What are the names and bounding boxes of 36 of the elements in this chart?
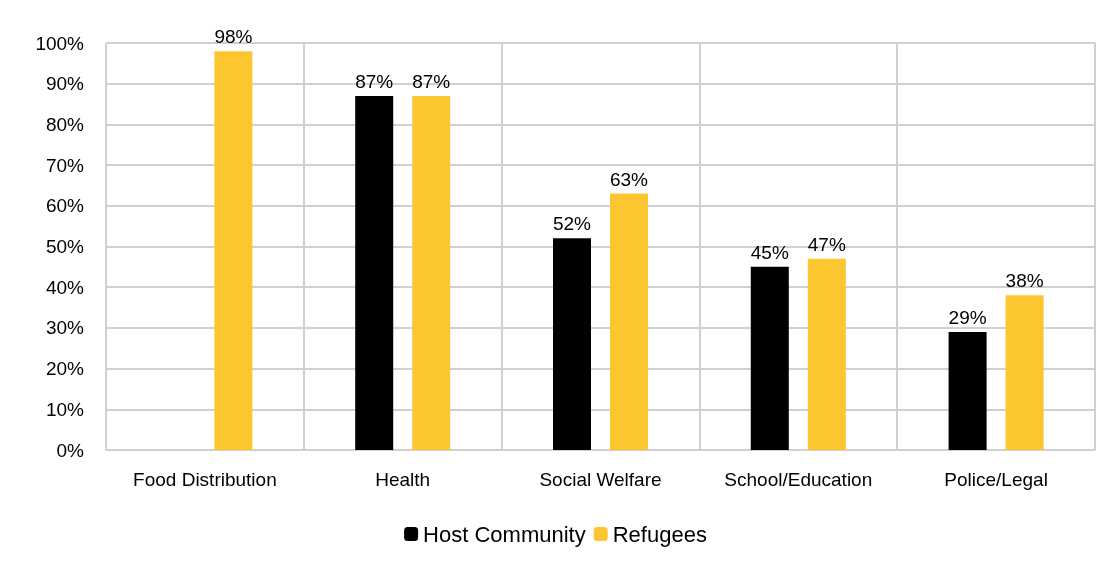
x-tick-label: Food Distribution xyxy=(133,469,277,490)
data-label: 45% xyxy=(750,241,789,263)
data-label: 63% xyxy=(609,168,649,190)
y-tick-label: 40% xyxy=(45,276,85,298)
y-tick-label: 10% xyxy=(45,398,85,420)
y-tick-label: 20% xyxy=(45,358,85,380)
y-tick-label: 60% xyxy=(45,195,85,217)
y-tick-label: 70% xyxy=(45,154,85,176)
legend-label: Host Community xyxy=(423,521,586,547)
bar xyxy=(1005,295,1044,450)
x-tick-label: Police/Legal xyxy=(944,469,1048,490)
x-tick-label: Health xyxy=(375,469,431,490)
bar xyxy=(948,331,987,450)
data-label: 87% xyxy=(355,70,394,92)
y-tick-label: 100% xyxy=(35,32,85,54)
bar xyxy=(750,266,789,450)
x-tick-label: School/Education xyxy=(724,469,873,490)
data-label: 87% xyxy=(412,70,451,92)
y-tick-label: 50% xyxy=(45,236,85,257)
bar xyxy=(214,51,253,450)
data-label: 98% xyxy=(214,26,253,48)
bar xyxy=(355,95,394,450)
data-label: 52% xyxy=(552,213,592,235)
bar xyxy=(553,238,591,450)
bar xyxy=(610,193,648,450)
x-tick-label: Social Welfare xyxy=(539,469,662,490)
bar xyxy=(807,258,846,450)
data-label: 47% xyxy=(807,233,846,255)
bar xyxy=(412,95,451,450)
y-tick-label: 30% xyxy=(45,317,85,339)
y-tick-label: 90% xyxy=(45,73,85,95)
y-tick-label: 0% xyxy=(56,439,85,461)
y-tick-label: 80% xyxy=(45,113,85,135)
data-label: 29% xyxy=(948,306,987,328)
data-label: 38% xyxy=(1005,270,1044,292)
legend-label: Refugees xyxy=(612,521,707,547)
